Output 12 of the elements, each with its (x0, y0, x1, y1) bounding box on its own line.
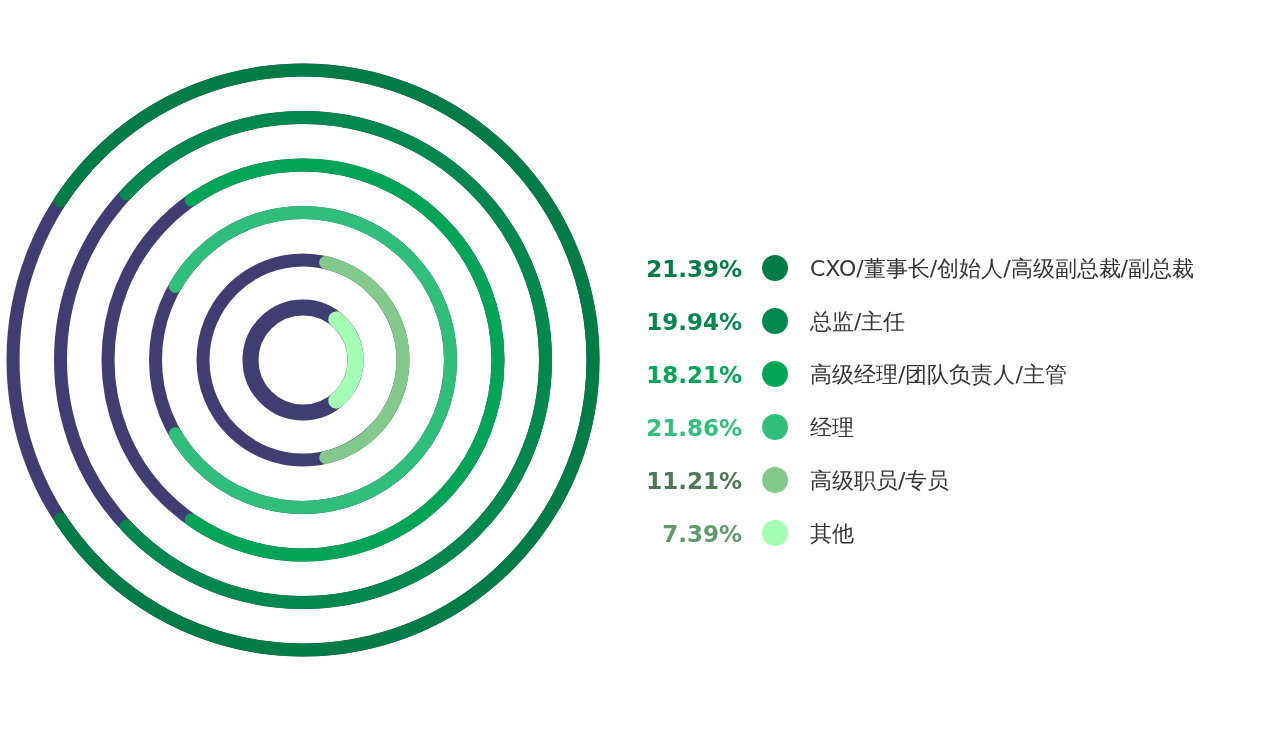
category-label: 高级职员/专员 (810, 468, 950, 493)
data-label: 19.94% (646, 309, 742, 335)
category-label: CXO/董事长/创始人/高级副总裁/副总裁 (810, 256, 1194, 281)
data-label: 7.39% (662, 521, 742, 547)
data-label: 21.39% (646, 256, 742, 282)
category-label: 总监/主任 (809, 309, 906, 334)
data-label: 18.21% (646, 362, 742, 388)
category-label: 其他 (810, 521, 854, 546)
data-label: 11.21% (646, 468, 742, 494)
category-label: 高级经理/团队负责人/主管 (810, 362, 1067, 387)
data-label: 21.86% (646, 415, 742, 441)
category-label: 经理 (810, 415, 854, 440)
